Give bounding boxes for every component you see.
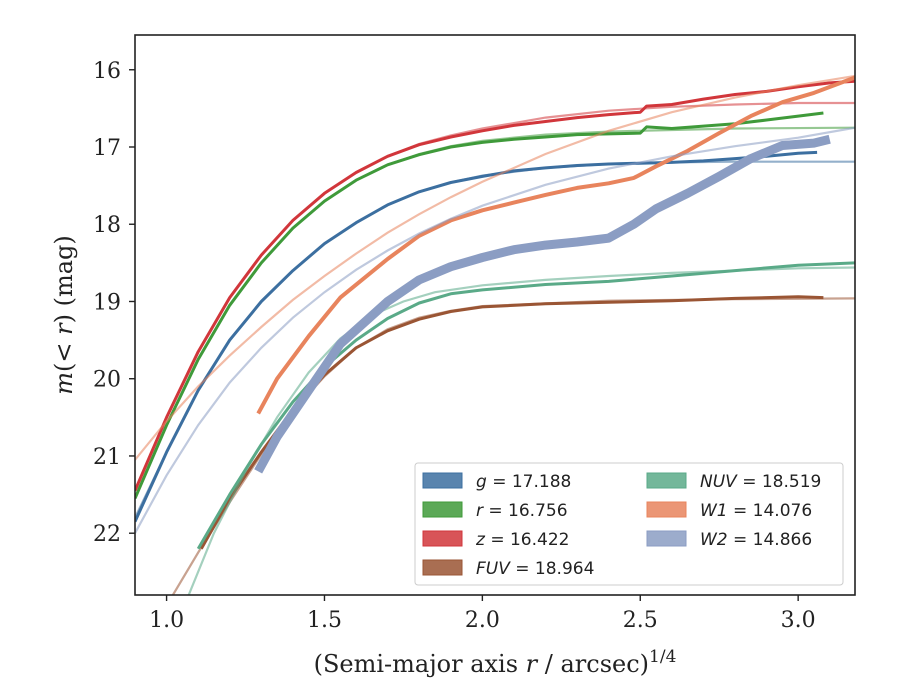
legend-label: NUV = 18.519: [700, 472, 821, 492]
legend-label: r = 16.756: [476, 501, 568, 521]
legend-label: g = 17.188: [476, 472, 571, 492]
legend-label: FUV = 18.964: [476, 559, 594, 579]
y-tick-label: 19: [93, 290, 121, 315]
data-curve-z: [135, 79, 855, 492]
y-tick-label: 16: [93, 59, 121, 84]
data-curve-W1: [256, 75, 855, 415]
legend-swatch: [422, 530, 463, 547]
series-r: [135, 111, 855, 499]
legend-item-g: g = 17.188: [422, 472, 571, 492]
legend-label: W1 = 14.076: [700, 501, 812, 521]
x-tick-label: 1.0: [149, 608, 184, 633]
data-curve-NUV: [196, 261, 855, 550]
legend-label: z = 16.422: [475, 530, 569, 550]
legend-item-FUV: FUV = 18.964: [422, 559, 594, 579]
series-W1: [135, 74, 855, 461]
legend-swatch: [422, 501, 463, 518]
legend-label: W2 = 14.866: [700, 530, 812, 550]
series-z: [135, 79, 855, 492]
x-tick-label: 3.0: [781, 608, 816, 633]
data-curve-W2: [254, 134, 831, 474]
legend-item-W2: W2 = 14.866: [646, 530, 812, 550]
y-tick-label: 18: [93, 213, 121, 238]
legend-item-W1: W1 = 14.076: [646, 501, 812, 521]
plot-frame: [134, 34, 856, 596]
y-tick-label: 17: [93, 136, 121, 161]
y-tick-label: 22: [93, 522, 121, 547]
x-tick-label: 1.5: [307, 608, 342, 633]
legend-item-z: z = 16.422: [422, 530, 569, 550]
x-axis-label: (Semi-major axis r / arcsec)1/4: [314, 647, 677, 678]
x-tick-label: 2.5: [623, 608, 658, 633]
legend-item-NUV: NUV = 18.519: [646, 472, 821, 492]
legend-swatch: [422, 472, 463, 489]
series-layer: [135, 74, 855, 595]
ticks-layer: 1.0 1.5 2.0 2.5 3.0 16 17 18 19 20 21 22: [93, 59, 816, 633]
y-tick-label: 21: [93, 445, 121, 470]
series-W2: [135, 126, 855, 534]
y-axis-label: m(< r) (mag): [50, 235, 78, 395]
legend-swatch: [646, 530, 687, 547]
model-curve-r: [135, 126, 855, 499]
legend-box: [414, 462, 844, 586]
legend-swatch: [422, 559, 463, 576]
legend: g = 17.188 r = 16.756 z = 16.422 FUV = 18.9…: [414, 462, 844, 586]
svg-text:m(< r) (mag): m(< r) (mag): [50, 235, 78, 395]
legend-item-r: r = 16.756: [422, 501, 568, 521]
legend-swatch: [646, 501, 687, 518]
x-tick-label: 2.0: [465, 608, 500, 633]
data-curve-r: [135, 111, 824, 499]
model-curve-W1: [135, 74, 855, 461]
data-curve-g: [135, 150, 818, 523]
series-NUV: [187, 261, 855, 595]
y-tick-label: 20: [93, 368, 121, 393]
legend-swatch: [646, 472, 687, 489]
model-curve-W2: [135, 126, 855, 534]
